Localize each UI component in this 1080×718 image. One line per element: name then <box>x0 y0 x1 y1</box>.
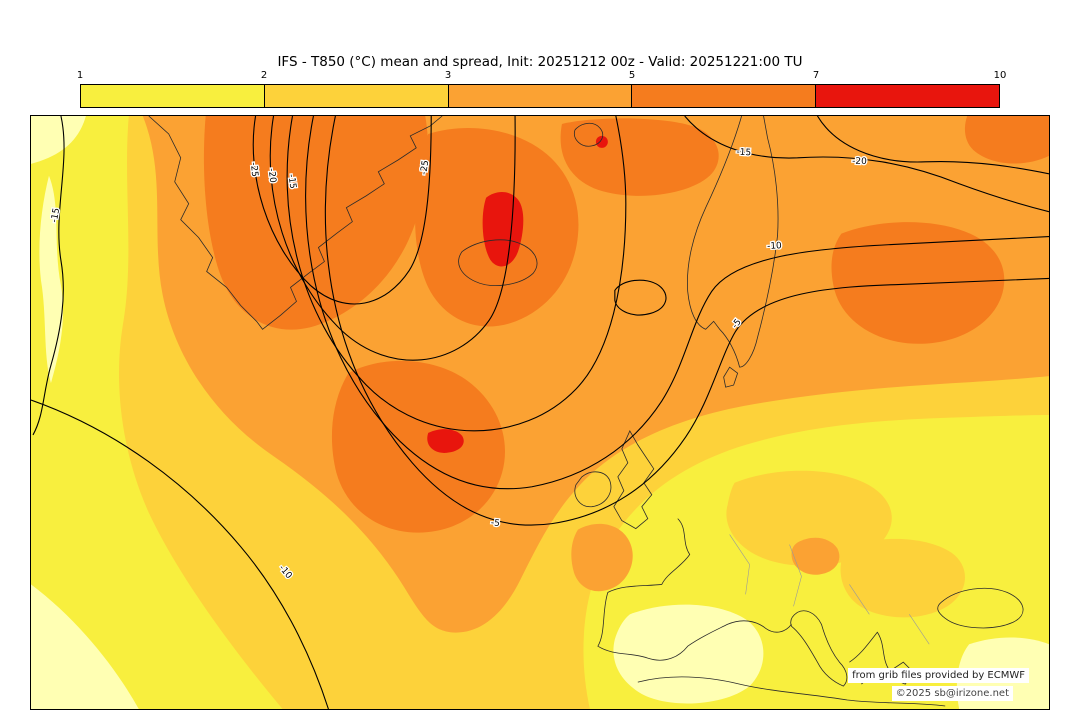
credit-author: ©2025 sb@irizone.net <box>891 686 1013 701</box>
contour-minus15-northeast <box>684 116 1049 213</box>
colorbar-segment-1-2 <box>81 85 265 107</box>
colorbar-tick: 2 <box>260 70 268 81</box>
colorbar-tick: 7 <box>812 70 820 81</box>
spread-fill-orange-balkans-spot <box>791 537 840 575</box>
contour-closed-norway-sea <box>614 279 667 316</box>
colorbar: 1 2 3 5 7 10 <box>76 70 1007 108</box>
black-sea-coastline <box>937 587 1024 629</box>
country-border <box>909 614 930 645</box>
contour-minus5 <box>324 116 1049 526</box>
colorbar-segment-2-3 <box>264 85 449 107</box>
greenland-coastline <box>148 116 443 330</box>
spread-fill-layer <box>31 116 1049 709</box>
spread-fill-pale-west-strip <box>39 175 64 384</box>
page-title: IFS - T850 (°C) mean and spread, Init: 2… <box>277 54 803 70</box>
contour-minus20 <box>269 116 516 361</box>
country-border <box>849 584 870 615</box>
contour-label: -5 <box>490 518 500 529</box>
spread-fill-red-north-dot <box>595 135 608 148</box>
contour-minus20-northeast <box>816 116 1049 175</box>
contour-label: -25 <box>248 162 259 177</box>
denmark-coastline <box>723 366 739 388</box>
contour-label: -25 <box>419 160 431 176</box>
colorbar-segment-7-10 <box>816 85 999 107</box>
spread-fill-pale-south-center <box>613 604 764 704</box>
iceland-coastline <box>458 239 538 286</box>
contour-minus15 <box>286 116 627 432</box>
spread-fill-red-midatlantic-streak <box>427 429 464 453</box>
colorbar-tick: 10 <box>993 70 1007 81</box>
spread-fill-darkorange-midatlantic <box>331 360 506 533</box>
contour-label: -15 <box>286 174 298 190</box>
spread-fill-gold-balkans <box>840 538 965 618</box>
mean-contour-layer <box>31 116 1049 709</box>
contour-label: -15 <box>736 147 751 158</box>
colorbar-ticks: 1 2 3 5 7 10 <box>76 70 1007 84</box>
contour-minus10-southwest <box>31 399 329 709</box>
contour-label: -10 <box>767 241 782 252</box>
country-border <box>789 544 802 607</box>
spread-fill-pale-southwest <box>31 584 139 709</box>
country-border-layer <box>729 534 930 645</box>
contour-label: -20 <box>852 157 867 168</box>
svalbard-island <box>573 122 604 147</box>
spread-fill-gold-central-europe <box>726 470 892 566</box>
spread-fill-darkorange-northeast-corner <box>964 116 1049 164</box>
credit-ecmwf: from grib files provided by ECMWF <box>848 668 1029 683</box>
colorbar-tick: 3 <box>444 70 452 81</box>
ireland-coastline <box>574 471 612 508</box>
contour-minus10 <box>305 116 1049 490</box>
contour-minus25 <box>252 116 432 305</box>
spread-fill-orange-iberia-offshore <box>571 523 633 592</box>
colorbar-tick: 1 <box>76 70 84 81</box>
coastline-layer <box>148 116 1024 707</box>
contour-label-layer: -15 -25 -20 -15 -25 -10 -5 -5 -10 -15 -2… <box>48 146 868 582</box>
map-frame: -15 -25 -20 -15 -25 -10 -5 -5 -10 -15 -2… <box>30 115 1050 710</box>
spread-fill-yellow-west <box>31 116 283 709</box>
spread-fill-darkorange-greenland <box>203 116 429 330</box>
contour-minus15-west <box>32 116 65 436</box>
europe-atlantic-coastline <box>597 518 792 661</box>
spread-fill-darkorange-east <box>831 222 1005 344</box>
contour-label: -15 <box>50 207 62 223</box>
colorbar-segment-5-7 <box>632 85 817 107</box>
weather-map: -15 -25 -20 -15 -25 -10 -5 -5 -10 -15 -2… <box>31 116 1049 709</box>
italy-coastline <box>790 610 848 687</box>
country-border <box>729 534 750 595</box>
contour-label: -20 <box>266 168 278 184</box>
scandinavia-coastline <box>687 116 779 368</box>
colorbar-segment-3-5 <box>448 85 633 107</box>
colorbar-bar <box>80 84 1000 108</box>
colorbar-tick: 5 <box>628 70 636 81</box>
spread-fill-pale-northwest-corner <box>31 116 86 164</box>
great-britain-coastline <box>613 430 655 530</box>
north-africa-coastline <box>637 676 946 707</box>
